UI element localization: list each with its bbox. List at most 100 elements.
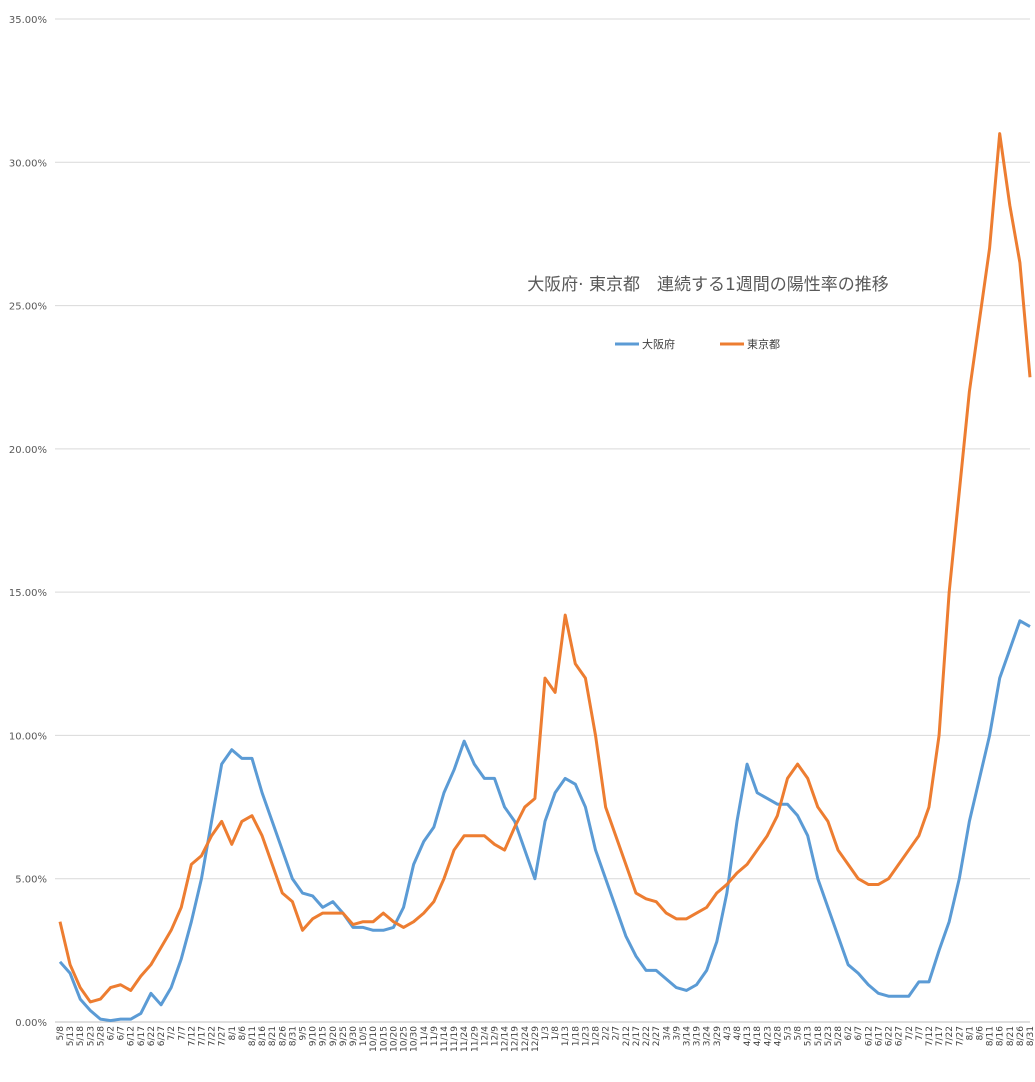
x-tick-label: 11/4: [420, 1026, 430, 1046]
chart-title: 大阪府· 東京都 連続する1週間の陽性率の推移: [527, 275, 889, 295]
legend-label: 東京都: [747, 337, 780, 351]
x-tick-label: 7/7: [177, 1026, 187, 1040]
x-tick-label: 1/8: [551, 1026, 561, 1041]
x-tick-label: 12/29: [531, 1026, 541, 1052]
y-tick-label: 0.00%: [15, 1018, 47, 1029]
x-tick-label: 10/10: [369, 1026, 379, 1052]
x-tick-label: 2/22: [642, 1026, 652, 1046]
y-tick-label: 5.00%: [15, 875, 47, 886]
x-tick-label: 8/26: [1016, 1026, 1026, 1046]
x-tick-label: 7/17: [935, 1026, 945, 1046]
legend-label: 大阪府: [642, 337, 675, 351]
x-tick-label: 7/17: [197, 1026, 207, 1046]
x-tick-label: 5/18: [76, 1026, 86, 1046]
y-tick-label: 10.00%: [9, 731, 47, 742]
x-tick-label: 10/30: [410, 1026, 420, 1052]
x-tick-label: 6/17: [874, 1026, 884, 1046]
x-tick-label: 5/8: [794, 1026, 804, 1041]
x-tick-label: 5/13: [66, 1026, 76, 1046]
x-tick-label: 9/25: [339, 1026, 349, 1046]
x-tick-label: 8/31: [1026, 1026, 1035, 1046]
x-tick-label: 6/22: [147, 1026, 157, 1046]
x-tick-label: 5/8: [56, 1026, 66, 1041]
y-tick-label: 20.00%: [9, 445, 47, 456]
y-tick-label: 30.00%: [9, 158, 47, 169]
x-tick-label: 9/15: [319, 1026, 329, 1046]
x-tick-label: 6/27: [895, 1026, 905, 1046]
x-tick-label: 3/29: [713, 1026, 723, 1046]
x-tick-label: 3/24: [703, 1026, 713, 1046]
x-tick-label: 9/10: [309, 1026, 319, 1046]
x-tick-label: 10/20: [389, 1026, 399, 1052]
x-tick-label: 11/29: [470, 1026, 480, 1052]
x-tick-label: 10/15: [379, 1026, 389, 1052]
x-tick-label: 6/12: [864, 1026, 874, 1046]
x-tick-label: 5/18: [814, 1026, 824, 1046]
x-tick-label: 7/27: [955, 1026, 965, 1046]
x-tick-label: 3/19: [693, 1026, 703, 1046]
y-tick-label: 25.00%: [9, 302, 47, 313]
x-tick-label: 1/23: [581, 1026, 591, 1046]
x-tick-label: 5/3: [784, 1026, 794, 1040]
x-tick-label: 12/4: [480, 1026, 490, 1046]
x-tick-label: 4/23: [763, 1026, 773, 1046]
x-tick-label: 10/25: [400, 1026, 410, 1052]
x-tick-label: 11/24: [460, 1026, 470, 1052]
x-tick-label: 7/12: [187, 1026, 197, 1046]
x-tick-label: 2/27: [652, 1026, 662, 1046]
x-tick-label: 9/30: [349, 1026, 359, 1046]
x-tick-label: 6/2: [844, 1026, 854, 1040]
x-tick-label: 7/2: [167, 1026, 177, 1040]
series-line: [58, 132, 1032, 1004]
x-tick-label: 6/27: [157, 1026, 167, 1046]
x-tick-label: 8/6: [975, 1026, 985, 1041]
x-tick-label: 12/19: [511, 1026, 521, 1052]
x-tick-label: 9/5: [299, 1026, 309, 1040]
x-tick-label: 8/1: [965, 1026, 975, 1040]
x-tick-label: 10/5: [359, 1026, 369, 1046]
x-tick-label: 4/28: [773, 1026, 783, 1046]
x-tick-label: 5/13: [804, 1026, 814, 1046]
x-tick-label: 7/2: [905, 1026, 915, 1040]
x-tick-label: 8/16: [996, 1026, 1006, 1046]
x-tick-label: 3/9: [672, 1026, 682, 1041]
x-tick-label: 1/13: [561, 1026, 571, 1046]
y-tick-label: 35.00%: [9, 15, 47, 26]
x-tick-label: 8/26: [278, 1026, 288, 1046]
x-tick-label: 6/2: [107, 1026, 117, 1040]
x-tick-label: 7/22: [945, 1026, 955, 1046]
x-tick-label: 8/1: [228, 1026, 238, 1040]
x-tick-label: 8/21: [1006, 1026, 1016, 1046]
y-tick-label: 15.00%: [9, 588, 47, 599]
x-tick-label: 4/13: [743, 1026, 753, 1046]
x-tick-label: 3/4: [662, 1026, 672, 1041]
x-tick-label: 6/17: [137, 1026, 147, 1046]
x-tick-label: 5/28: [834, 1026, 844, 1046]
x-tick-label: 11/19: [450, 1026, 460, 1052]
x-tick-label: 2/7: [612, 1026, 622, 1040]
x-tick-label: 6/7: [854, 1026, 864, 1040]
x-tick-label: 8/6: [238, 1026, 248, 1041]
x-tick-label: 4/18: [753, 1026, 763, 1046]
x-tick-label: 8/16: [258, 1026, 268, 1046]
x-tick-label: 1/3: [541, 1026, 551, 1040]
x-tick-label: 7/12: [925, 1026, 935, 1046]
x-tick-label: 2/17: [632, 1026, 642, 1046]
x-tick-label: 8/21: [268, 1026, 278, 1046]
x-tick-label: 8/11: [248, 1026, 258, 1046]
x-tick-label: 9/20: [329, 1026, 339, 1046]
x-tick-label: 7/22: [208, 1026, 218, 1046]
x-tick-label: 2/12: [622, 1026, 632, 1046]
series-line: [58, 619, 1031, 1023]
x-tick-label: 6/12: [127, 1026, 137, 1046]
x-tick-label: 4/3: [723, 1026, 733, 1040]
x-tick-label: 11/14: [440, 1026, 450, 1052]
x-tick-label: 5/28: [96, 1026, 106, 1046]
x-tick-label: 11/9: [430, 1026, 440, 1046]
x-tick-label: 7/7: [915, 1026, 925, 1040]
x-tick-label: 12/14: [501, 1026, 511, 1052]
x-tick-label: 5/23: [86, 1026, 96, 1046]
x-tick-label: 1/18: [571, 1026, 581, 1046]
x-tick-label: 2/2: [602, 1026, 612, 1040]
